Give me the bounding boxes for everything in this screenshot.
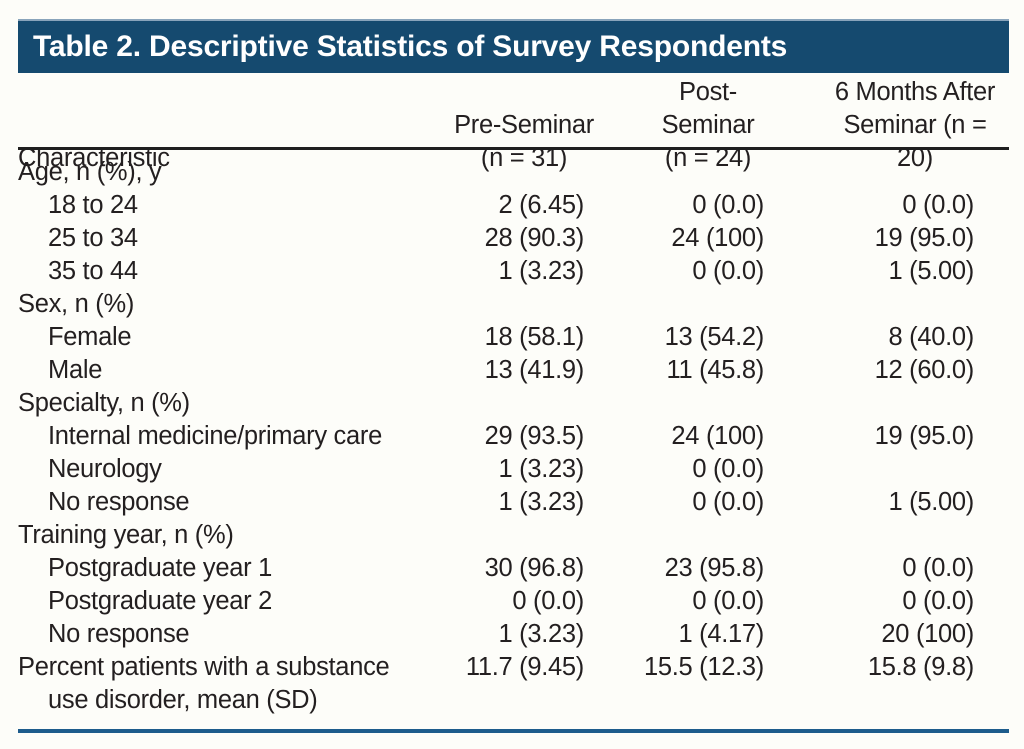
- cell-value: 0 (0.0): [902, 554, 974, 582]
- table-title-banner: Table 2. Descriptive Statistics of Surve…: [18, 19, 1009, 73]
- table-title: Table 2. Descriptive Statistics of Surve…: [33, 30, 788, 63]
- table-row: Postgraduate year 1 30 (96.8) 23 (95.8) 0 (…: [18, 552, 1000, 585]
- column-header-post-seminar: Post-Seminar (n = 24): [638, 76, 778, 175]
- column-header-line: Post-Seminar: [661, 78, 755, 139]
- row-label: Age, n (%), y: [18, 156, 454, 189]
- row-label: Internal medicine/primary care: [18, 420, 454, 453]
- row-label: Postgraduate year 1: [18, 552, 454, 585]
- cell-value: 29 (93.5): [484, 422, 585, 450]
- row-label: Female: [18, 321, 454, 354]
- cell-value: 1 (5.00): [888, 488, 975, 516]
- cell-value: 0 (0.0): [902, 191, 974, 219]
- cell-value: 19 (95.0): [874, 224, 975, 252]
- table-section-row: Specialty, n (%): [18, 387, 1000, 420]
- row-label: 35 to 44: [18, 255, 454, 288]
- row-label: No response: [18, 486, 454, 519]
- row-label-text: Postgraduate year 1: [48, 554, 272, 582]
- table-row: No response 1 (3.23) 1 (4.17) 20 (100): [18, 618, 1000, 651]
- row-label: Percent patients with a substance use dis…: [18, 651, 454, 717]
- cell-value: 11.7 (9.45): [465, 653, 584, 681]
- row-label-text: 18 to 24: [48, 191, 138, 219]
- table-row: No response 1 (3.23) 0 (0.0) 1 (5.00): [18, 486, 1000, 519]
- row-label-text: No response: [48, 488, 190, 516]
- cell-value: 15.5 (12.3): [643, 653, 764, 681]
- row-label: Postgraduate year 2: [18, 585, 454, 618]
- row-label-text: 25 to 34: [48, 224, 138, 252]
- row-label-text: No response: [48, 620, 190, 648]
- table-row: Percent patients with a substance use dis…: [18, 651, 1000, 717]
- row-label-text: use disorder, mean (SD): [48, 686, 318, 714]
- table-row: Internal medicine/primary care 29 (93.5) 2…: [18, 420, 1000, 453]
- cell-value: 0 (0.0): [512, 587, 584, 615]
- table-row: Postgraduate year 2 0 (0.0) 0 (0.0) 0 (0.0): [18, 585, 1000, 618]
- cell-value: 18 (58.1): [484, 323, 585, 351]
- cell-value: 24 (100): [671, 422, 764, 450]
- row-label-text: Percent patients with a substance: [18, 653, 390, 681]
- cell-value: 0 (0.0): [692, 257, 764, 285]
- table-section-row: Age, n (%), y: [18, 156, 1000, 189]
- row-label-text: 35 to 44: [48, 257, 138, 285]
- table-row: 35 to 44 1 (3.23) 0 (0.0) 1 (5.00): [18, 255, 1000, 288]
- row-label: Male: [18, 354, 454, 387]
- cell-value: 1 (3.23): [498, 455, 585, 483]
- cell-value: 13 (41.9): [484, 356, 585, 384]
- row-label: Neurology: [18, 453, 454, 486]
- table-row: 18 to 24 2 (6.45) 0 (0.0) 0 (0.0): [18, 189, 1000, 222]
- row-label-text: Neurology: [48, 455, 162, 483]
- cell-value: 12 (60.0): [874, 356, 975, 384]
- cell-value: 0 (0.0): [902, 587, 974, 615]
- cell-value: 0 (0.0): [692, 455, 764, 483]
- row-label: 25 to 34: [18, 222, 454, 255]
- cell-value: 24 (100): [671, 224, 764, 252]
- row-label: Training year, n (%): [18, 519, 454, 552]
- cell-value: 15.8 (9.8): [867, 653, 974, 681]
- row-label-text: Training year, n (%): [18, 521, 234, 549]
- column-header-line: 6 Months After: [834, 78, 996, 106]
- cell-value: 23 (95.8): [664, 554, 765, 582]
- row-label-text: Internal medicine/primary care: [48, 422, 382, 450]
- row-label-text: Male: [48, 356, 103, 384]
- table-body: Age, n (%), y 18 to 24 2 (6.45) 0 (0.0) 0 (0…: [18, 156, 1000, 717]
- row-label: No response: [18, 618, 454, 651]
- header-rule: [18, 147, 1009, 150]
- cell-value: 1 (3.23): [498, 488, 585, 516]
- cell-value: 0 (0.0): [692, 191, 764, 219]
- row-label-text: Sex, n (%): [18, 290, 135, 318]
- cell-value: 0 (0.0): [692, 587, 764, 615]
- cell-value: 19 (95.0): [874, 422, 975, 450]
- cell-value: 11 (45.8): [666, 356, 765, 384]
- table-section-row: Sex, n (%): [18, 288, 1000, 321]
- row-label: 18 to 24: [18, 189, 454, 222]
- row-label-text: Female: [48, 323, 132, 351]
- row-label-text: Postgraduate year 2: [48, 587, 272, 615]
- cell-value: 1 (3.23): [498, 620, 585, 648]
- cell-value: 8 (40.0): [888, 323, 975, 351]
- table-section-row: Training year, n (%): [18, 519, 1000, 552]
- cell-value: 0 (0.0): [692, 488, 764, 516]
- row-label: Specialty, n (%): [18, 387, 454, 420]
- cell-value: 13 (54.2): [664, 323, 765, 351]
- cell-value: 28 (90.3): [484, 224, 585, 252]
- table-header-row: Characteristic Pre-Seminar (n = 31) Post…: [18, 76, 1000, 175]
- row-label-text: Age, n (%), y: [18, 158, 162, 186]
- table-row: 25 to 34 28 (90.3) 24 (100) 19 (95.0): [18, 222, 1000, 255]
- cell-value: 30 (96.8): [484, 554, 585, 582]
- cell-value: 2 (6.45): [498, 191, 585, 219]
- cell-value: 1 (5.00): [888, 257, 975, 285]
- bottom-rule: [18, 729, 1009, 733]
- cell-value: 1 (4.17): [678, 620, 765, 648]
- cell-value: 20 (100): [881, 620, 974, 648]
- table-row: Male 13 (41.9) 11 (45.8) 12 (60.0): [18, 354, 1000, 387]
- table-row: Female 18 (58.1) 13 (54.2) 8 (40.0): [18, 321, 1000, 354]
- cell-value: 1 (3.23): [498, 257, 585, 285]
- row-label-text: Specialty, n (%): [18, 389, 190, 417]
- column-header-line: Pre-Seminar: [454, 111, 594, 139]
- row-label: Sex, n (%): [18, 288, 454, 321]
- table-row: Neurology 1 (3.23) 0 (0.0): [18, 453, 1000, 486]
